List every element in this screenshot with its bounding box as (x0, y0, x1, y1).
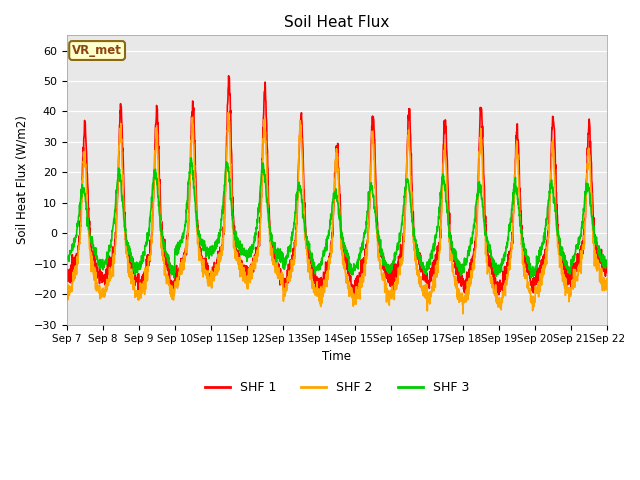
SHF 2 (571, 283, 579, 288)
SHF 1 (464, 294, 472, 300)
SHF 2 (364, 230, 372, 236)
Legend: SHF 1, SHF 2, SHF 3: SHF 1, SHF 2, SHF 3 (200, 376, 474, 399)
SHF 3 (188, 155, 195, 161)
SHF 1 (364, 228, 372, 234)
Line: SHF 3: SHF 3 (67, 158, 607, 278)
SHF 1 (214, 262, 221, 267)
SHF 3 (63, 256, 70, 262)
SHF 3 (571, 253, 579, 259)
SHF 1 (353, 287, 360, 292)
SHF 1 (225, 73, 232, 79)
SHF 2 (603, 276, 611, 282)
Title: Soil Heat Flux: Soil Heat Flux (284, 15, 390, 30)
SHF 2 (460, 311, 467, 317)
SHF 3 (556, 238, 563, 243)
Y-axis label: Soil Heat Flux (W/m2): Soil Heat Flux (W/m2) (15, 116, 28, 244)
Line: SHF 1: SHF 1 (67, 76, 607, 297)
SHF 2 (494, 304, 502, 310)
SHF 3 (494, 271, 502, 277)
SHF 1 (571, 267, 579, 273)
SHF 1 (63, 277, 70, 283)
SHF 3 (214, 239, 221, 244)
SHF 2 (225, 109, 232, 115)
SHF 2 (556, 264, 563, 270)
SHF 2 (63, 290, 70, 296)
SHF 3 (527, 275, 534, 281)
X-axis label: Time: Time (323, 350, 351, 363)
SHF 3 (603, 262, 611, 267)
SHF 1 (494, 286, 502, 291)
SHF 3 (364, 197, 372, 203)
SHF 3 (353, 264, 360, 269)
Text: VR_met: VR_met (72, 44, 122, 57)
SHF 1 (603, 269, 611, 275)
SHF 2 (353, 293, 360, 299)
SHF 2 (214, 264, 221, 270)
SHF 1 (556, 237, 563, 243)
Line: SHF 2: SHF 2 (67, 112, 607, 314)
